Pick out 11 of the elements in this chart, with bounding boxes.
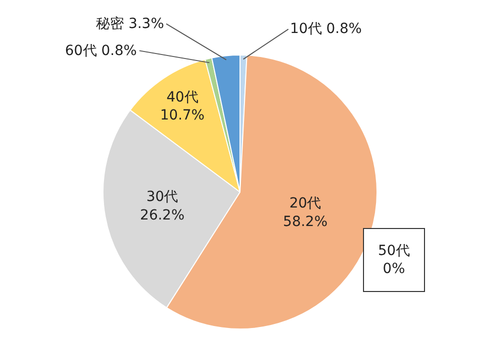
slice-label: 40代 <box>166 90 198 106</box>
data-label: 58.2% <box>283 214 328 230</box>
slice-label: 秘密 3.3% <box>96 16 164 32</box>
slice-label: 30代 <box>146 189 178 206</box>
slice-label: 60代 0.8% <box>65 43 137 59</box>
text: 0% <box>382 261 406 278</box>
slice-label: 20代 <box>289 196 322 212</box>
slice-label: 10代 0.8% <box>290 21 362 37</box>
data-label: 26.2% <box>140 207 185 224</box>
category-label: 50代 <box>378 243 410 259</box>
data-label: 10.7% <box>160 108 205 124</box>
